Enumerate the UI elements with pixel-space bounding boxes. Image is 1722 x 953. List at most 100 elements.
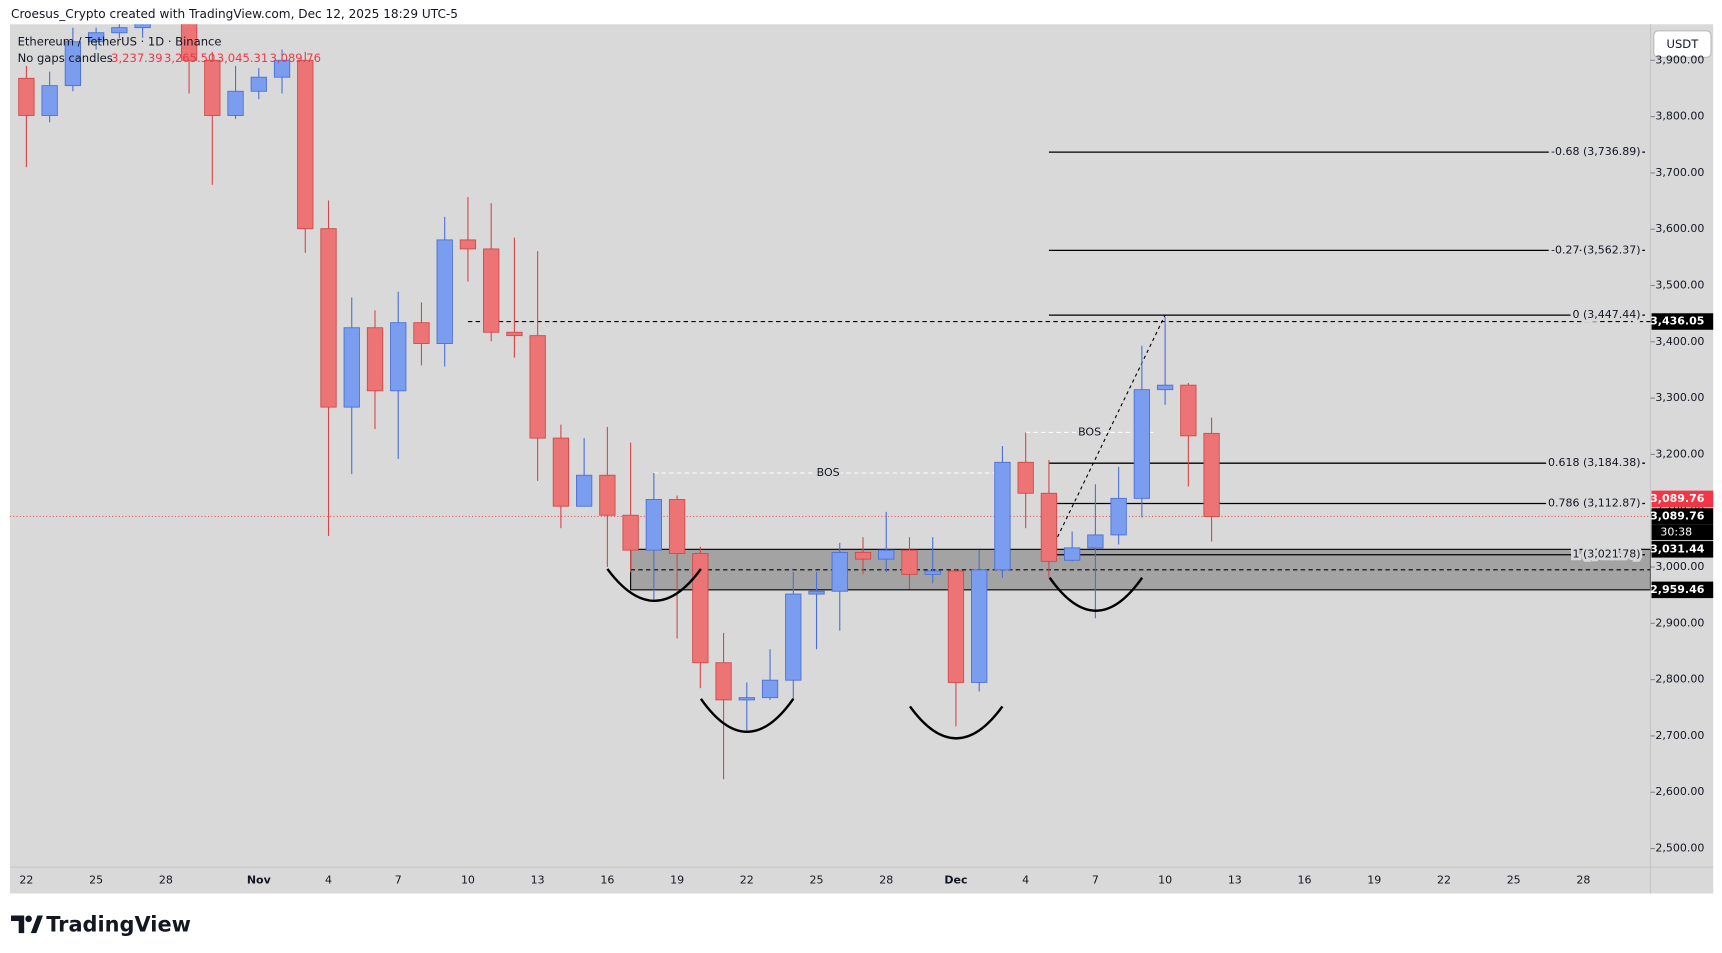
chart-subtitle: No gaps candles xyxy=(18,51,113,65)
y-tick-label: 3,200.00 xyxy=(1655,447,1704,460)
y-tick-label: 2,900.00 xyxy=(1655,616,1704,629)
candle-body xyxy=(134,24,151,29)
candle-body xyxy=(1040,492,1058,562)
candle-body xyxy=(250,76,267,92)
currency-button-label[interactable]: USDT xyxy=(1667,37,1700,51)
x-tick-label: 22 xyxy=(740,873,754,886)
pattern-arc xyxy=(908,705,1004,740)
candle-body xyxy=(483,248,500,333)
fib-label: 1 (3,021.78) xyxy=(1573,548,1641,561)
candle-body xyxy=(529,335,546,439)
candle-body xyxy=(924,570,941,575)
candle-body xyxy=(273,59,291,78)
x-tick-label: Nov xyxy=(247,873,272,886)
candle-body xyxy=(1156,384,1174,391)
y-tick-label: 2,800.00 xyxy=(1655,673,1704,686)
candle-body xyxy=(180,24,198,61)
candle-body xyxy=(506,331,523,337)
candle-body xyxy=(390,322,407,392)
candle-body xyxy=(1110,497,1127,536)
candle-body xyxy=(41,85,58,116)
candle-body xyxy=(1133,389,1151,499)
x-tick-label: 10 xyxy=(1158,873,1172,886)
x-tick-label: Dec xyxy=(944,873,967,886)
x-tick-label: 28 xyxy=(159,873,173,886)
fib-label: -0.68 (3,736.89) xyxy=(1551,145,1641,158)
y-tick-label: 3,300.00 xyxy=(1655,391,1704,404)
candle-body xyxy=(366,327,384,392)
ohlc-value: 3,089.76 xyxy=(270,51,321,65)
candle-body xyxy=(994,461,1011,571)
ohlc-value: 3,237.39 xyxy=(111,51,162,65)
x-tick-label: 13 xyxy=(1228,873,1242,886)
candle-body xyxy=(761,679,779,699)
candle-body xyxy=(947,570,965,683)
y-tick-label: 3,900.00 xyxy=(1655,53,1704,66)
y-tick-label: 3,000.00 xyxy=(1655,560,1704,573)
candle-body xyxy=(459,239,477,250)
fib-label: -0.27 (3,562.37) xyxy=(1551,243,1641,256)
candle-body xyxy=(204,59,221,116)
y-tick-label: 3,800.00 xyxy=(1655,110,1704,123)
candle-body xyxy=(1017,461,1034,494)
candle-body xyxy=(552,437,570,507)
candle-body xyxy=(599,474,616,516)
logo-icon xyxy=(11,915,43,934)
x-tick-label: 19 xyxy=(1367,873,1381,886)
candle-body xyxy=(668,499,686,554)
currency-button[interactable] xyxy=(1653,30,1712,58)
header-text: Croesus_Crypto created with TradingView.… xyxy=(11,7,458,21)
pattern-arc xyxy=(606,568,702,603)
candle-body xyxy=(227,90,244,116)
candle-body xyxy=(343,327,360,408)
x-tick-label: 25 xyxy=(810,873,824,886)
candle-body xyxy=(297,59,314,230)
x-tick-label: 7 xyxy=(395,873,402,886)
bos-label: BOS xyxy=(817,466,840,479)
plot-area: BOS BOS -0.68 (3,736.89) -0.27 (3,562.37) 0 … xyxy=(9,24,1651,780)
fib-label: 0.618 (3,184.38) xyxy=(1548,456,1641,469)
price-label: 3,089.76 xyxy=(1650,492,1705,505)
y-tick-label: 3,700.00 xyxy=(1655,166,1704,179)
candle-body xyxy=(622,514,639,551)
x-tick-label: 19 xyxy=(670,873,684,886)
candle-body xyxy=(413,322,430,344)
candle-body xyxy=(785,593,802,681)
candle-body xyxy=(878,549,895,560)
x-tick-label: 22 xyxy=(1437,873,1451,886)
candle-body xyxy=(738,697,755,701)
x-tick-label: 13 xyxy=(531,873,545,886)
candle-body xyxy=(715,662,732,701)
fib-label: 0.786 (3,112.87) xyxy=(1548,496,1641,509)
overlay xyxy=(606,568,1144,740)
logo-text: TradingView xyxy=(46,912,191,936)
y-tick-label: 3,600.00 xyxy=(1655,222,1704,235)
chart-background xyxy=(9,24,1714,894)
price-label-box xyxy=(1651,313,1714,330)
price-label-box xyxy=(1651,541,1714,558)
x-tick-label: 4 xyxy=(1022,873,1029,886)
candle-body xyxy=(831,551,848,592)
price-label: 3,436.05 xyxy=(1650,315,1704,328)
fib-label: 0 (3,447.44) xyxy=(1573,308,1641,321)
price-label-box xyxy=(1651,490,1714,508)
candle-body xyxy=(320,228,337,408)
candle-body xyxy=(64,41,82,87)
candle-body xyxy=(1087,534,1104,549)
x-tick-label: 10 xyxy=(461,873,475,886)
candle-body xyxy=(645,499,662,551)
candle-body xyxy=(1180,384,1197,437)
y-tick-label: 3,400.00 xyxy=(1655,335,1704,348)
x-tick-label: 4 xyxy=(325,873,332,886)
candle-body xyxy=(1203,432,1220,517)
candle-body xyxy=(111,27,128,34)
x-tick-label: 16 xyxy=(1298,873,1312,886)
price-label: 3,031.44 xyxy=(1650,542,1705,555)
y-tick-label: 3,500.00 xyxy=(1655,279,1704,292)
candle-body xyxy=(854,551,872,560)
bos-label: BOS xyxy=(1078,425,1101,438)
ohlc-value: 3,045.31 xyxy=(217,51,268,65)
y-tick-label: 2,700.00 xyxy=(1655,729,1704,742)
symbol-title: Ethereum / TetherUS · 1D · Binance xyxy=(18,34,222,48)
price-label: 3,089.76 xyxy=(1650,509,1705,522)
